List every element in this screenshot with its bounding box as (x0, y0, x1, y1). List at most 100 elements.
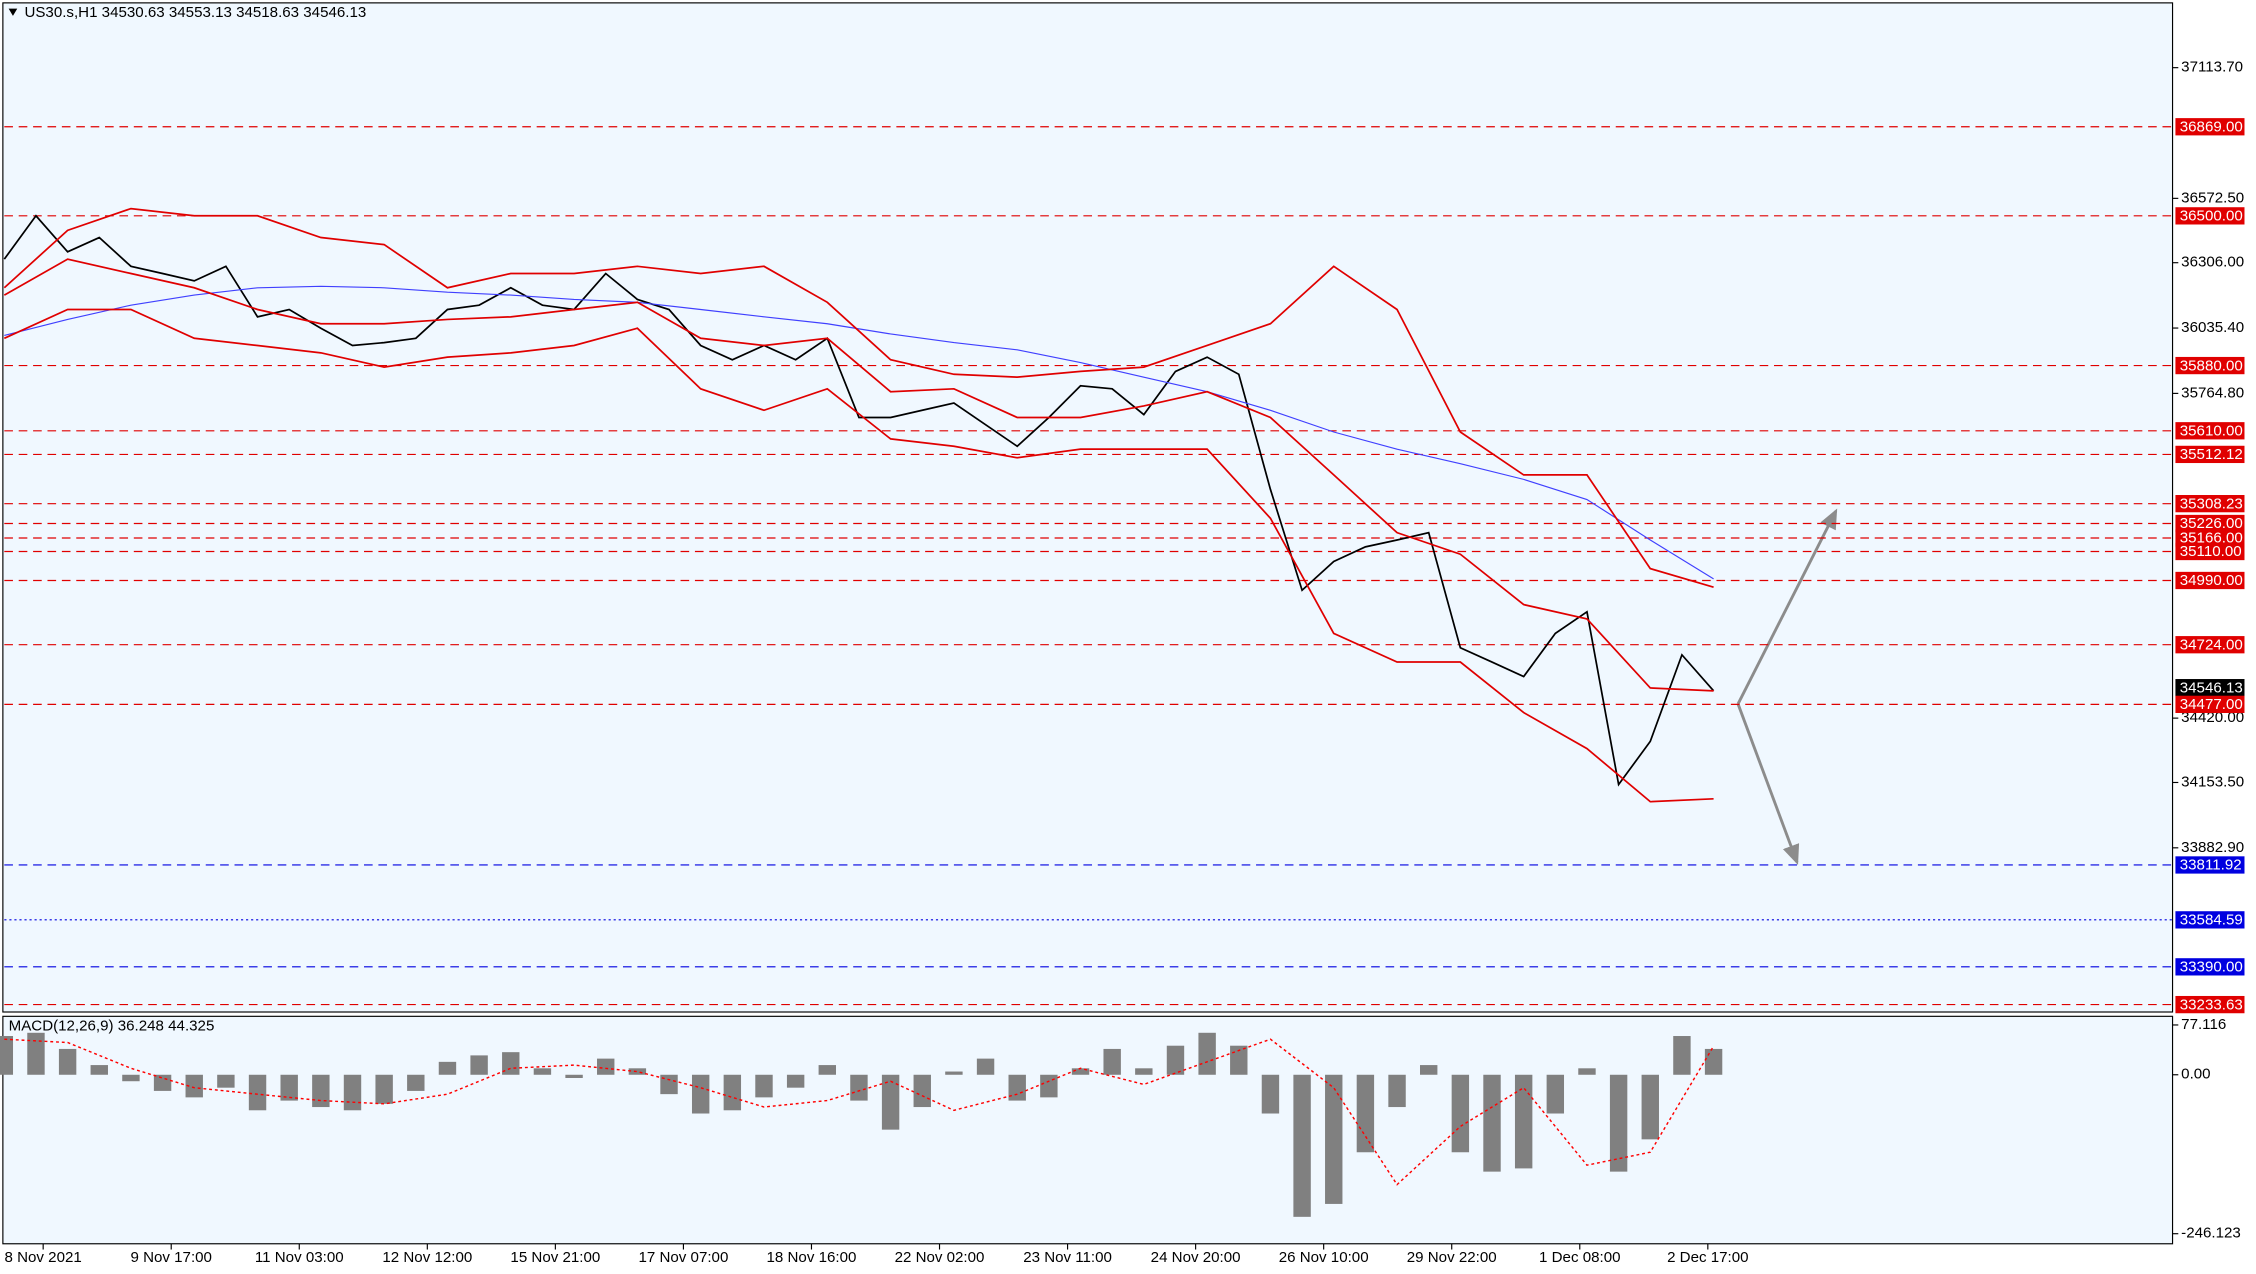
histogram-bar (1356, 1074, 1375, 1153)
level-label-box (2175, 529, 2245, 547)
series-line (4, 285, 1714, 580)
level-label: 35880.00 (2180, 357, 2243, 374)
level-label: 35226.00 (2180, 515, 2243, 532)
y-tick-label: 77.116 (2181, 1016, 2226, 1033)
histogram-bar (1546, 1074, 1565, 1114)
level-label-box (2175, 445, 2245, 464)
histogram-bar (818, 1065, 837, 1075)
level-label-box (2175, 514, 2245, 533)
level-label-box (2175, 422, 2245, 440)
histogram-bar (1230, 1045, 1248, 1075)
level-label-box (2175, 856, 2245, 874)
level-label-box (2175, 679, 2245, 697)
histogram-bar (1451, 1074, 1470, 1153)
level-label-box (2175, 495, 2245, 513)
histogram-bar (723, 1074, 742, 1111)
arrow-up (1736, 508, 1838, 705)
level-label: 35610.00 (2180, 422, 2243, 439)
x-tick-label: 9 Nov 17:00 (130, 1249, 211, 1266)
histogram-bar (913, 1074, 931, 1108)
level-label: 34546.13 (2180, 679, 2243, 696)
level-label: 35512.12 (2180, 446, 2243, 463)
series-line (3, 207, 1714, 589)
histogram-bar (1261, 1074, 1280, 1114)
x-tick-label: 1 Dec 08:00 (1539, 1249, 1620, 1266)
level-label: 34724.00 (2180, 636, 2243, 653)
level-label: 36869.00 (2180, 118, 2243, 135)
histogram-bar (1198, 1032, 1216, 1075)
histogram-bar (1641, 1074, 1659, 1140)
series-line (3, 308, 1714, 803)
histogram-bar (945, 1071, 963, 1075)
histogram-bar (533, 1068, 552, 1075)
histogram-bar (976, 1058, 995, 1075)
x-tick-label: 15 Nov 21:00 (510, 1249, 600, 1266)
level-label-box (2175, 911, 2245, 929)
macd-panel (2, 1015, 2174, 1245)
histogram-bar (185, 1074, 203, 1098)
histogram-bar (1008, 1074, 1026, 1101)
x-tick-label: 22 Nov 02:00 (895, 1249, 985, 1266)
y-tick-label: 34153.50 (2181, 773, 2244, 790)
level-label-box (2175, 542, 2245, 561)
histogram-bar (280, 1074, 298, 1101)
level-label-box (2175, 207, 2245, 225)
histogram-bar (1135, 1068, 1153, 1075)
histogram-bar (1166, 1045, 1185, 1075)
y-tick-label: -246.123 (2181, 1225, 2241, 1242)
level-label-box (2175, 356, 2245, 375)
histogram-bar (407, 1074, 425, 1091)
y-tick-label: 33882.90 (2181, 839, 2244, 856)
series-line (3, 258, 1714, 692)
level-label: 33390.00 (2180, 959, 2243, 976)
histogram-bar (565, 1074, 583, 1078)
main-panel (2, 2, 2174, 1013)
y-tick-label: 36035.40 (2181, 319, 2244, 336)
level-label-box (2175, 695, 2245, 714)
level-label: 35110.00 (2180, 543, 2242, 560)
level-label: 35166.00 (2180, 530, 2243, 547)
x-tick-label: 24 Nov 20:00 (1151, 1249, 1241, 1266)
histogram-bar (122, 1074, 140, 1082)
histogram-bar (1578, 1068, 1596, 1075)
level-label: 35308.23 (2180, 495, 2243, 512)
histogram-bar (438, 1061, 457, 1075)
x-tick-label: 23 Nov 11:00 (1023, 1249, 1112, 1266)
symbol-icon (8, 8, 18, 16)
histogram-bar (248, 1074, 267, 1111)
histogram-bar (1071, 1068, 1090, 1075)
y-tick-label: 34420.00 (2181, 709, 2244, 726)
macd-title: MACD(12,26,9) 36.248 44.325 (9, 1017, 215, 1034)
histogram-bar (1514, 1074, 1533, 1169)
level-label: 34990.00 (2180, 572, 2243, 589)
histogram-bar (881, 1074, 900, 1130)
level-label: 34477.00 (2180, 696, 2243, 713)
arrow-down (1736, 703, 1800, 865)
chart-title: US30.s,H1 34530.63 34553.13 34518.63 345… (24, 4, 366, 21)
y-tick-label: 36572.50 (2181, 189, 2244, 206)
level-label: 36500.00 (2180, 208, 2243, 225)
histogram-bar (343, 1074, 362, 1111)
level-label: 33811.92 (2180, 857, 2242, 874)
histogram-bar (1388, 1074, 1406, 1108)
histogram-bar (1483, 1074, 1501, 1172)
y-tick-label: 0.00 (2181, 1066, 2210, 1083)
histogram-bar (312, 1074, 330, 1108)
histogram-bar (58, 1048, 77, 1075)
y-tick-label: 35764.80 (2181, 384, 2244, 401)
x-tick-label: 12 Nov 12:00 (382, 1249, 472, 1266)
histogram-bar (1673, 1036, 1691, 1075)
x-tick-label: 11 Nov 03:00 (255, 1249, 344, 1266)
histogram-bar (691, 1074, 710, 1114)
histogram-bar (1609, 1074, 1628, 1172)
histogram-bar (375, 1074, 393, 1104)
histogram-bar (90, 1065, 108, 1075)
x-tick-label: 26 Nov 10:00 (1279, 1249, 1369, 1266)
x-tick-label: 2 Dec 17:00 (1667, 1249, 1748, 1266)
level-label-box (2175, 118, 2245, 136)
histogram-bar (1704, 1048, 1723, 1075)
level-label-box (2175, 995, 2245, 1014)
x-tick-label: 17 Nov 07:00 (638, 1249, 728, 1266)
